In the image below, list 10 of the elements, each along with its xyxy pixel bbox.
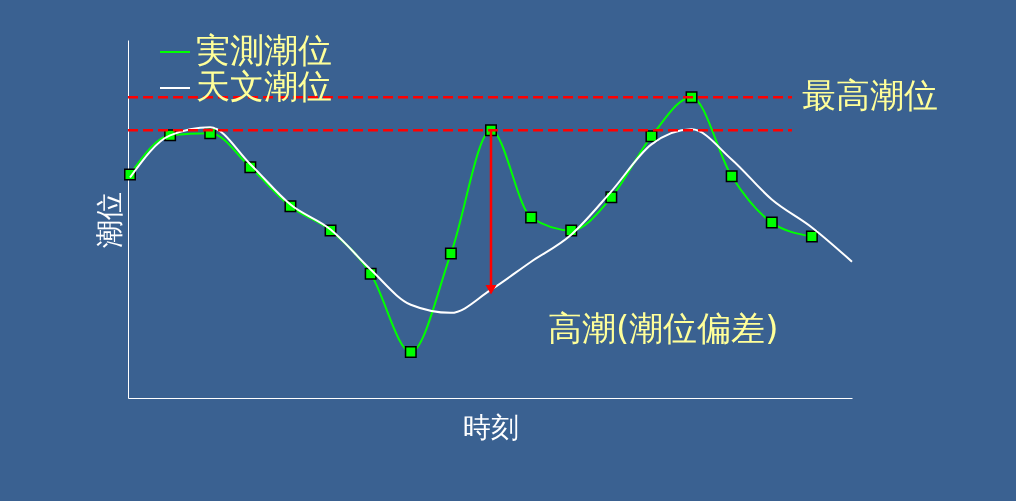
point bbox=[765, 216, 778, 229]
point bbox=[725, 170, 738, 183]
point bbox=[404, 345, 417, 358]
annotation: 高潮(潮位偏差) bbox=[548, 308, 779, 348]
point bbox=[525, 211, 538, 224]
x-axis-title: 時刻 bbox=[462, 410, 519, 444]
ref-line-label: 最高潮位 bbox=[802, 75, 938, 116]
point bbox=[805, 230, 818, 243]
y-axis-title: 潮位 bbox=[92, 191, 126, 248]
point bbox=[444, 247, 457, 260]
